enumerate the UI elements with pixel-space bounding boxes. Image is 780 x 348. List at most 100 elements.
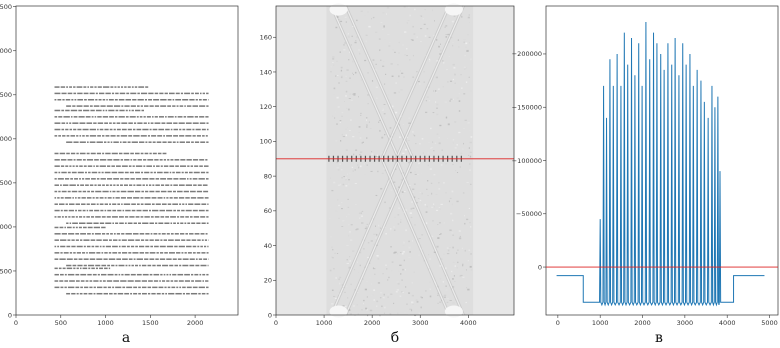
text-word: [102, 245, 105, 248]
text-word: [193, 184, 197, 186]
noise-speck: [402, 245, 405, 247]
text-word: [95, 216, 101, 218]
text-word: [88, 252, 96, 254]
noise-speck: [468, 14, 470, 16]
noise-speck: [453, 281, 456, 282]
text-word: [79, 135, 82, 137]
text-word: [140, 216, 144, 218]
noise-speck: [382, 11, 385, 14]
noise-speck: [433, 149, 435, 152]
text-word: [67, 92, 73, 95]
text-word: [156, 264, 161, 267]
noise-speck: [336, 96, 339, 99]
noise-speck: [360, 10, 363, 12]
text-word: [121, 105, 124, 107]
text-word: [128, 264, 131, 267]
noise-speck: [377, 170, 379, 173]
text-word: [140, 203, 144, 205]
noise-speck: [383, 306, 386, 309]
y-tick-label: 0: [538, 263, 542, 271]
text-word: [199, 273, 202, 276]
noise-speck: [445, 289, 448, 291]
text-word: [135, 165, 143, 167]
noise-speck: [433, 20, 435, 22]
noise-speck: [440, 164, 443, 166]
noise-speck: [357, 289, 359, 291]
noise-speck: [416, 156, 419, 158]
text-word: [54, 122, 61, 124]
text-word: [86, 216, 90, 218]
noise-speck: [331, 303, 334, 305]
y-tick-label: 160: [260, 34, 272, 42]
text-word: [125, 209, 131, 212]
noise-speck: [393, 92, 397, 94]
noise-speck: [466, 182, 469, 183]
noise-speck: [381, 305, 383, 308]
noise-speck: [376, 233, 378, 236]
noise-speck: [439, 43, 441, 45]
noise-speck: [422, 152, 424, 154]
y-tick-label: 3500: [0, 3, 12, 11]
noise-speck: [436, 38, 438, 41]
text-word: [130, 178, 135, 180]
noise-speck: [403, 211, 405, 214]
text-word: [78, 209, 82, 212]
text-word: [101, 264, 107, 267]
text-word: [69, 252, 73, 254]
text-word: [206, 105, 209, 107]
noise-speck: [365, 34, 368, 36]
text-word: [113, 184, 116, 186]
text-word: [124, 216, 129, 218]
text-word: [125, 264, 128, 267]
noise-speck: [412, 207, 415, 209]
text-word: [185, 197, 190, 199]
noise-speck: [333, 181, 336, 184]
text-word: [79, 152, 86, 155]
noise-speck: [367, 72, 369, 74]
noise-speck: [329, 269, 332, 272]
text-word: [72, 197, 74, 199]
x-tick-label: 0: [274, 319, 278, 327]
noise-speck: [402, 251, 405, 253]
text-word: [101, 216, 106, 218]
text-word: [197, 184, 202, 186]
noise-speck: [388, 276, 390, 279]
x-tick-label: 1000: [97, 319, 114, 327]
text-word: [118, 273, 121, 276]
text-word: [150, 216, 154, 218]
noise-speck: [400, 72, 404, 74]
noise-speck: [418, 162, 420, 165]
x-tick-label: 1000: [592, 319, 609, 327]
text-word: [85, 135, 89, 137]
text-word: [186, 128, 192, 131]
text-word: [119, 222, 124, 224]
text-word: [165, 216, 170, 218]
noise-speck: [379, 129, 381, 132]
noise-speck: [364, 266, 366, 268]
text-word: [200, 171, 206, 174]
text-word: [54, 216, 57, 218]
text-word: [94, 209, 100, 212]
text-word: [73, 252, 76, 254]
text-word: [160, 178, 167, 180]
text-word: [102, 116, 109, 118]
text-word: [174, 264, 179, 267]
noise-speck: [445, 116, 448, 119]
text-word: [206, 92, 209, 95]
noise-speck: [409, 308, 412, 310]
noise-speck: [349, 93, 352, 95]
noise-speck: [408, 161, 411, 163]
text-word: [199, 116, 205, 118]
noise-speck: [402, 291, 404, 294]
text-word: [198, 258, 203, 260]
text-word: [89, 184, 94, 186]
noise-speck: [347, 213, 350, 215]
noise-speck: [385, 232, 387, 235]
text-word: [172, 105, 176, 107]
noise-speck: [336, 16, 339, 18]
text-word: [54, 135, 58, 137]
noise-speck: [469, 42, 471, 44]
text-word: [60, 184, 62, 186]
text-word: [161, 280, 166, 282]
noise-speck: [337, 75, 339, 77]
